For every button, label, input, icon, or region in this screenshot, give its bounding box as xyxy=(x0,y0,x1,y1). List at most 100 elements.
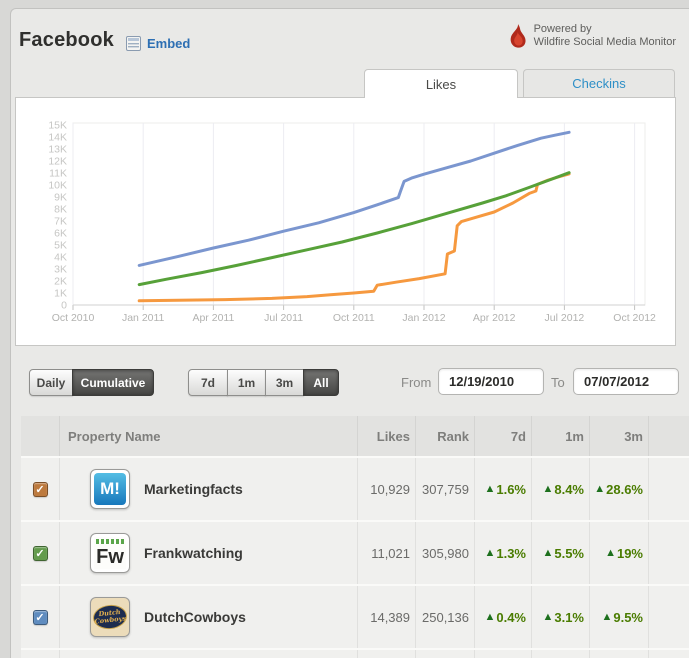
svg-text:Jul 2011: Jul 2011 xyxy=(264,312,303,324)
property-name: Frankwatching xyxy=(144,545,243,561)
header-rank: Rank xyxy=(415,416,474,456)
svg-text:15K: 15K xyxy=(48,120,67,132)
svg-text:12K: 12K xyxy=(48,156,67,168)
flame-icon xyxy=(510,23,526,48)
daily-button[interactable]: Daily xyxy=(29,369,73,396)
up-arrow-icon: ▲ xyxy=(542,611,554,623)
dutchcowboys-logo: Dutch Cowboys xyxy=(90,597,130,637)
table-row-dutchcowboys: ✓ Dutch Cowboys DutchCowboys 14,389 250,… xyxy=(21,584,689,648)
header-property-name: Property Name xyxy=(59,416,357,456)
up-arrow-icon: ▲ xyxy=(542,483,554,495)
embed-label: Embed xyxy=(147,36,191,51)
range-all-button[interactable]: All xyxy=(303,369,339,396)
header-3m: 3m xyxy=(589,416,648,456)
svg-text:3K: 3K xyxy=(54,264,67,276)
svg-text:5K: 5K xyxy=(54,240,67,252)
likes-chart-panel: Oct 2010 Jan 2011 Apr 2011 Jul 2011 Oct 2011… xyxy=(15,97,676,346)
marketingfacts-logo-text: M! xyxy=(94,473,126,505)
table-header-row: Property Name Likes Rank 7d 1m 3m xyxy=(21,416,689,456)
header-7d: 7d xyxy=(474,416,531,456)
up-arrow-icon: ▲ xyxy=(605,547,616,559)
svg-text:Apr 2011: Apr 2011 xyxy=(192,312,234,324)
page-title: Facebook xyxy=(19,29,114,51)
rank-value: 305,980 xyxy=(415,522,474,584)
up-arrow-icon: ▲ xyxy=(484,611,496,623)
rank-value: 250,136 xyxy=(415,586,474,648)
likes-chart: Oct 2010 Jan 2011 Apr 2011 Jul 2011 Oct 2011… xyxy=(48,120,656,325)
social-monitor-widget: Facebook Embed Powered by Wildfire Socia… xyxy=(10,8,689,658)
checkbox-dutchcowboys[interactable]: ✓ xyxy=(32,609,48,625)
svg-text:10K: 10K xyxy=(48,180,67,192)
svg-text:0: 0 xyxy=(61,300,67,312)
properties-table: Property Name Likes Rank 7d 1m 3m ✓ M! M… xyxy=(21,416,689,658)
property-name: DutchCowboys xyxy=(144,609,246,625)
trend-1m: ▲ 8.4% xyxy=(531,458,589,520)
svg-text:1K: 1K xyxy=(54,288,67,300)
from-label: From xyxy=(401,375,432,390)
up-arrow-icon: ▲ xyxy=(542,547,554,559)
svg-text:Jan 2011: Jan 2011 xyxy=(122,312,165,324)
tab-checkins[interactable]: Checkins xyxy=(523,69,675,97)
header-1m: 1m xyxy=(531,416,589,456)
up-arrow-icon: ▲ xyxy=(601,611,613,623)
svg-text:6K: 6K xyxy=(54,228,67,240)
trend-3m: ▲ 28.6% xyxy=(589,458,648,520)
svg-text:Apr 2012: Apr 2012 xyxy=(473,312,516,324)
up-arrow-icon: ▲ xyxy=(484,547,496,559)
mode-button-group: Daily Cumulative xyxy=(29,369,154,396)
powered-by-line1: Powered by xyxy=(533,23,592,35)
up-arrow-icon: ▲ xyxy=(484,483,496,495)
trend-1m: ▲ 5.5% xyxy=(531,522,589,584)
table-row-marketingfacts: ✓ M! Marketingfacts 10,929 307,759 ▲ 1.6%… xyxy=(21,456,689,520)
svg-text:11K: 11K xyxy=(49,168,67,180)
range-1m-button[interactable]: 1m xyxy=(227,369,266,396)
range-button-group: 7d 1m 3m All xyxy=(188,369,339,396)
checkbox-frankwatching[interactable]: ✓ xyxy=(32,545,48,561)
powered-by-line2: Wildfire Social Media Monitor xyxy=(533,36,676,48)
embed-button[interactable]: Embed xyxy=(126,36,190,51)
trend-7d: ▲ 0.4% xyxy=(474,586,531,648)
to-label: To xyxy=(551,375,565,390)
table-row-partial xyxy=(21,648,689,658)
likes-value: 10,929 xyxy=(357,458,415,520)
to-date-input[interactable] xyxy=(573,368,679,395)
from-date-input[interactable] xyxy=(438,368,544,395)
trend-3m: ▲ 9.5% xyxy=(589,586,648,648)
svg-text:7K: 7K xyxy=(54,216,67,228)
svg-text:Oct 2010: Oct 2010 xyxy=(52,312,95,324)
frankwatching-logo: Fw xyxy=(90,533,130,573)
header-extra-column xyxy=(648,416,689,456)
svg-text:Oct 2012: Oct 2012 xyxy=(613,312,656,324)
checkbox-marketingfacts[interactable]: ✓ xyxy=(32,481,48,497)
cumulative-button[interactable]: Cumulative xyxy=(72,369,154,396)
range-3m-button[interactable]: 3m xyxy=(265,369,304,396)
svg-text:13K: 13K xyxy=(48,144,67,156)
svg-text:Jan 2012: Jan 2012 xyxy=(402,312,445,324)
likes-value: 14,389 xyxy=(357,586,415,648)
logo-decoration xyxy=(96,539,124,544)
svg-text:Jul 2012: Jul 2012 xyxy=(545,312,585,324)
trend-7d: ▲ 1.3% xyxy=(474,522,531,584)
svg-text:2K: 2K xyxy=(54,276,67,288)
likes-value: 11,021 xyxy=(357,522,415,584)
trend-1m: ▲ 3.1% xyxy=(531,586,589,648)
up-arrow-icon: ▲ xyxy=(594,483,606,495)
svg-text:9K: 9K xyxy=(54,192,67,204)
header-checkbox-column xyxy=(21,416,59,456)
tab-likes[interactable]: Likes xyxy=(364,69,518,98)
property-name: Marketingfacts xyxy=(144,481,243,497)
dutchcowboys-logo-text: Dutch Cowboys xyxy=(91,603,129,631)
range-7d-button[interactable]: 7d xyxy=(188,369,228,396)
frankwatching-logo-text: Fw xyxy=(94,537,126,569)
trend-7d: ▲ 1.6% xyxy=(474,458,531,520)
svg-text:14K: 14K xyxy=(48,132,67,144)
svg-text:8K: 8K xyxy=(54,204,67,216)
marketingfacts-logo: M! xyxy=(90,469,130,509)
svg-text:4K: 4K xyxy=(54,252,67,264)
embed-icon xyxy=(126,36,141,51)
svg-text:Oct 2011: Oct 2011 xyxy=(333,312,375,324)
powered-by: Powered by Wildfire Social Media Monitor xyxy=(508,23,676,49)
table-row-frankwatching: ✓ Fw Frankwatching 11,021 305,980 ▲ 1.3% … xyxy=(21,520,689,584)
header-likes: Likes xyxy=(357,416,415,456)
rank-value: 307,759 xyxy=(415,458,474,520)
